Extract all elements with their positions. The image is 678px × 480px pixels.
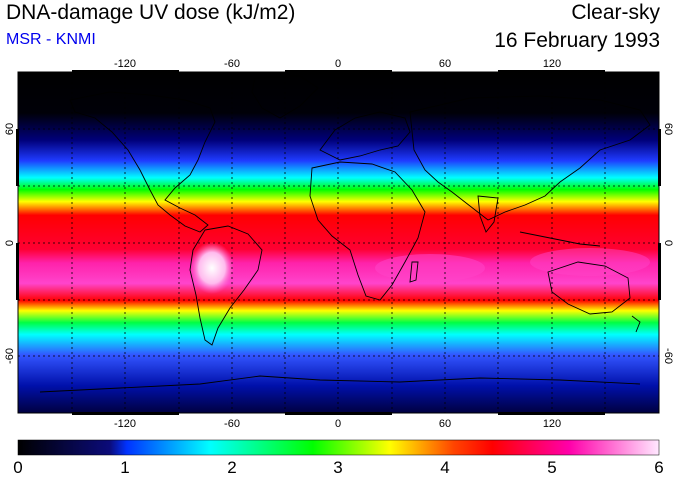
lon-tick-top-4: 120 bbox=[543, 58, 561, 70]
lon-tick-bottom-1: -60 bbox=[224, 418, 240, 430]
lon-tick-bottom-0: -120 bbox=[114, 418, 136, 430]
colorbar-label-3: 3 bbox=[333, 458, 343, 477]
colorbar-label-1: 1 bbox=[120, 458, 130, 477]
colorbar-label-2: 2 bbox=[227, 458, 237, 477]
lat-tick-left-2: -60 bbox=[4, 348, 16, 364]
antarctica-coast bbox=[39, 375, 641, 393]
south-america-coast bbox=[189, 225, 263, 346]
asia-coast bbox=[409, 95, 651, 221]
north-america-coast bbox=[69, 91, 216, 233]
coastlines bbox=[39, 75, 651, 393]
lon-tick-bottom-4: 120 bbox=[543, 418, 561, 430]
lat-tick-right-2: -60 bbox=[662, 348, 674, 364]
frame-bars bbox=[16, 70, 661, 415]
map-source: MSR - KNMI bbox=[6, 31, 96, 48]
colorbar-label-4: 4 bbox=[440, 458, 450, 477]
lon-tick-bottom-2: 0 bbox=[335, 418, 341, 430]
lon-tick-top-3: 60 bbox=[439, 58, 451, 70]
europe-coast bbox=[319, 111, 411, 161]
australia-coast bbox=[547, 261, 631, 315]
new-zealand-coast bbox=[631, 315, 641, 333]
colorbar-label-5: 5 bbox=[547, 458, 557, 477]
sky-condition: Clear-sky bbox=[571, 1, 660, 24]
colorbar bbox=[17, 439, 660, 456]
africa-coast bbox=[309, 161, 426, 301]
lon-tick-top-2: 0 bbox=[335, 58, 341, 70]
map-date: 16 February 1993 bbox=[494, 29, 660, 52]
lon-tick-top-0: -120 bbox=[114, 58, 136, 70]
lat-tick-left-1: 0 bbox=[4, 240, 16, 246]
uv-hotspot-south-america bbox=[190, 242, 234, 294]
lon-tick-bottom-3: 60 bbox=[439, 418, 451, 430]
indonesia-coast bbox=[519, 231, 601, 247]
madagascar-coast bbox=[409, 261, 419, 283]
india-coast bbox=[477, 195, 499, 233]
map-title: DNA-damage UV dose (kJ/m2) bbox=[6, 1, 296, 24]
map-field bbox=[17, 71, 660, 414]
lat-tick-left-0: 60 bbox=[4, 123, 16, 135]
greenland-coast bbox=[251, 75, 319, 119]
lon-tick-top-1: -60 bbox=[224, 58, 240, 70]
lat-tick-right-1: 0 bbox=[662, 240, 674, 246]
colorbar-label-0: 0 bbox=[13, 458, 23, 477]
graticule bbox=[18, 72, 659, 413]
colorbar-label-6: 6 bbox=[654, 458, 664, 477]
lat-tick-right-0: 60 bbox=[662, 123, 674, 135]
